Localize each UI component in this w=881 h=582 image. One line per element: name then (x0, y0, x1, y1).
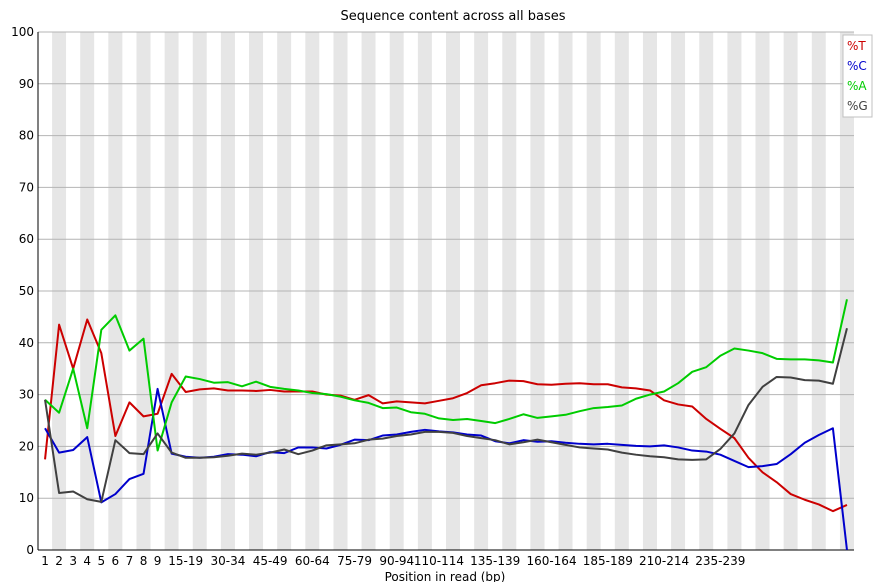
series-lines (44, 299, 848, 551)
y-tick-label: 30 (19, 388, 34, 402)
legend-entry: %C (847, 59, 867, 73)
x-tick-label: 15-19 (168, 554, 203, 568)
legend-box (842, 34, 873, 118)
x-tick-label: 235-239 (695, 554, 745, 568)
y-tick-label: 20 (19, 439, 34, 453)
x-tick-label: 4 (83, 554, 91, 568)
x-tick-label: 9 (154, 554, 162, 568)
legend-entry: %G (847, 99, 868, 113)
x-tick-label: 30-34 (210, 554, 245, 568)
series-line-pct-t (44, 318, 848, 513)
legend-entry: %T (847, 39, 866, 53)
y-axis: 0 10 20 30 40 50 60 70 80 90 100 (11, 25, 34, 557)
y-tick-label: 100 (11, 25, 34, 39)
legend: %T %C %A %G (842, 34, 873, 118)
x-tick-label: 75-79 (337, 554, 372, 568)
x-tick-label: 210-214 (639, 554, 689, 568)
x-tick-label: 60-64 (295, 554, 330, 568)
x-tick-label: 135-139 (470, 554, 520, 568)
y-tick-label: 40 (19, 336, 34, 350)
x-tick-label: 5 (97, 554, 105, 568)
y-tick-label: 50 (19, 284, 34, 298)
y-tick-label: 90 (19, 77, 34, 91)
y-tick-label: 10 (19, 491, 34, 505)
x-tick-label: 90-94 (379, 554, 414, 568)
x-tick-label: 7 (126, 554, 134, 568)
x-tick-label: 160-164 (526, 554, 576, 568)
series-line-pct-g (44, 328, 848, 503)
legend-entry: %A (847, 79, 867, 93)
y-tick-label: 60 (19, 232, 34, 246)
y-tick-label: 80 (19, 129, 34, 143)
x-tick-label: 8 (140, 554, 148, 568)
x-tick-label: 2 (55, 554, 63, 568)
x-axis: 1 2 3 4 5 6 7 8 9 15-19 30-34 45-49 60-64 75-79 90-94 1… (41, 554, 745, 568)
chart-title: Sequence content across all bases (340, 9, 565, 24)
x-tick-label: 45-49 (253, 554, 288, 568)
y-tick-label: 70 (19, 180, 34, 194)
x-axis-label: Position in read (bp) (385, 570, 506, 582)
x-tick-label: 185-189 (583, 554, 633, 568)
y-tick-label: 0 (26, 543, 34, 557)
series-line-pct-a (44, 299, 848, 452)
x-tick-label: 110-114 (414, 554, 464, 568)
x-tick-label: 6 (112, 554, 120, 568)
x-tick-label: 1 (41, 554, 49, 568)
x-tick-label: 3 (69, 554, 77, 568)
